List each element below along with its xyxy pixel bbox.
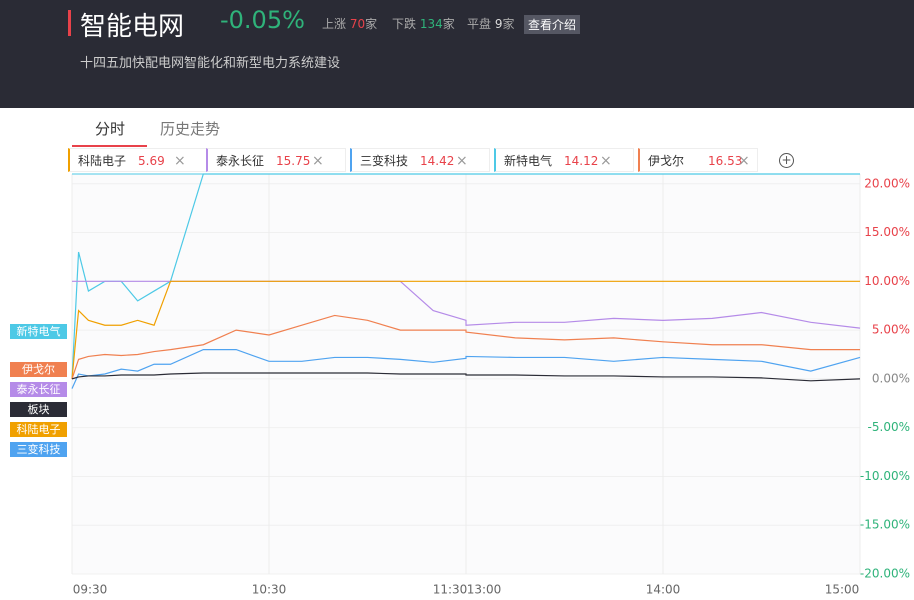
left-tag: 泰永长征 [10, 382, 67, 397]
stock-name: 伊戈尔 [648, 154, 685, 168]
close-icon: × [738, 153, 750, 169]
down-stat: 下跌 134家 [392, 15, 455, 32]
x-tick-label: 13:00 [467, 583, 502, 597]
y-tick-label: -15.00% [860, 518, 910, 532]
left-tag: 新特电气 [10, 324, 67, 339]
y-tick-label: 20.00% [864, 176, 910, 190]
x-tick-label: 14:00 [646, 583, 681, 597]
label: 下跌 [392, 17, 417, 31]
stock-name: 三变科技 [360, 154, 409, 168]
left-tag: 科陆电子 [10, 422, 67, 437]
flat-stat: 平盘 9家 [467, 15, 515, 32]
title: 智能电网 [80, 12, 185, 42]
header: 智能电网 -0.05% 上涨 70家 下跌 134家 平盘 9家 查看介绍 十四… [0, 0, 914, 108]
stock-price: 5.69 [138, 154, 165, 168]
y-tick-label: -5.00% [868, 420, 910, 434]
stock-price: 14.12 [564, 154, 599, 168]
y-tick-label: 10.00% [864, 274, 910, 288]
series-line [71, 372, 861, 382]
add-button[interactable]: + [779, 153, 794, 168]
left-tag: 伊戈尔 [10, 362, 67, 377]
unit: 家 [502, 17, 515, 31]
left-tag: 三变科技 [10, 442, 67, 457]
close-icon: × [312, 153, 324, 169]
left-tag: 板块 [10, 402, 67, 417]
stock-chip[interactable]: 新特电气 14.12 × [494, 148, 634, 172]
series-line [71, 314, 860, 380]
stock-name: 科陆电子 [78, 154, 127, 168]
tab-underline [72, 145, 147, 147]
x-tick-label: 11:30 [433, 583, 468, 597]
change: -0.05% [220, 6, 305, 34]
x-tick-label: 15:00 [825, 583, 860, 597]
y-tick-label: 0.00% [872, 371, 910, 385]
stock-chip[interactable]: 伊戈尔 16.53 × [638, 148, 758, 172]
stock-chip[interactable]: 科陆电子 5.69 × [68, 148, 208, 172]
stock-chip[interactable]: 泰永长征 15.75 × [206, 148, 346, 172]
stock-price: 16.53 [708, 154, 743, 168]
stock-chip[interactable]: 三变科技 14.42 × [350, 148, 490, 172]
y-tick-label: -10.00% [860, 469, 910, 483]
count: 9 [494, 17, 503, 31]
series-line [71, 349, 861, 389]
y-tick-label: -20.00% [860, 567, 910, 581]
label: 上涨 [322, 17, 347, 31]
series-line [71, 280, 860, 379]
subtitle: 十四五加快配电网智能化和新型电力系统建设 [80, 56, 341, 71]
accent [68, 10, 71, 36]
y-tick-label: 15.00% [864, 225, 910, 239]
x-tick-label: 09:30 [73, 583, 108, 597]
stock-price: 15.75 [276, 154, 311, 168]
close-icon: × [174, 153, 186, 169]
stock-name: 新特电气 [504, 154, 553, 168]
count: 70 [349, 17, 366, 31]
y-tick-label: 5.00% [872, 323, 910, 337]
stock-name: 泰永长征 [216, 154, 265, 168]
label: 平盘 [467, 17, 492, 31]
tab[interactable]: 分时 [95, 120, 126, 138]
count: 134 [419, 17, 443, 31]
close-icon: × [456, 153, 468, 169]
close-icon: × [600, 153, 612, 169]
unit: 家 [365, 17, 378, 31]
x-tick-label: 10:30 [252, 583, 287, 597]
stock-price: 14.42 [420, 154, 455, 168]
up-stat: 上涨 70家 [322, 15, 377, 32]
unit: 家 [442, 17, 455, 31]
intro-button[interactable]: 查看介绍 [524, 15, 581, 34]
tab[interactable]: 历史走势 [160, 120, 221, 138]
